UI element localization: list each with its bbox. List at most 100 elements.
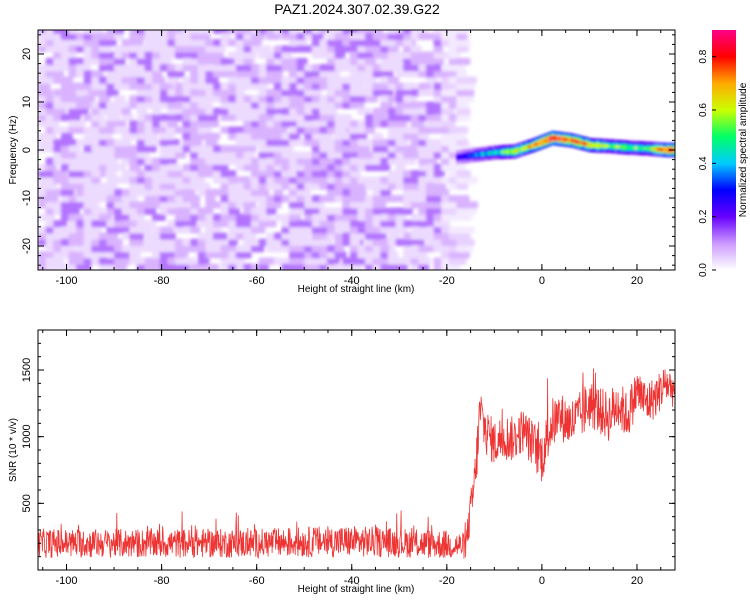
heatmap-cell [114,226,134,234]
heatmap-cell [106,238,123,246]
heatmap-cell [114,30,125,34]
heatmap-cell [456,138,469,147]
heatmap-cell [190,138,203,147]
heatmap-cell [197,245,208,253]
heatmap-cell [152,57,173,66]
heatmap-cell [68,232,87,240]
heatmap-cell [152,76,166,84]
colorbar-label: Normalized spectral amplitude [738,82,749,217]
heatmap-cell [159,195,170,203]
heatmap-cell [144,89,160,97]
heatmap-cell [418,132,429,140]
heatmap-cell [76,238,86,246]
heatmap-cell [197,120,220,128]
heatmap-cell [266,64,284,72]
heatmap-cell [425,207,447,215]
heatmap-cell [403,39,413,47]
ridge-cell [472,153,476,157]
heatmap-cell [433,45,444,53]
heatmap-cell [334,126,347,134]
heatmap-cell [144,132,154,140]
heatmap-cell [114,126,133,134]
heatmap-cell [197,126,212,134]
heatmap-cell [441,39,451,47]
heatmap-cell [395,163,406,172]
heatmap-cell [425,245,436,253]
heatmap-cell [380,188,392,197]
heatmap-cell [212,163,229,172]
ridge-cell [603,144,607,148]
heatmap-cell [121,207,139,215]
heatmap-cell [448,101,459,109]
x-tick-label: -100 [56,275,78,287]
heatmap-cell [68,163,87,172]
heatmap-cell [144,182,155,190]
heatmap-cell [60,39,79,47]
heatmap-cell [68,176,85,184]
heatmap-cell [197,114,218,122]
x-tick-label: -40 [344,275,360,287]
ridge-cell [499,150,502,154]
heatmap-cell [418,157,438,165]
heatmap-cell [304,182,321,190]
heatmap-cell [441,207,452,215]
heatmap-cell [273,138,294,147]
ridge-cell [606,144,609,148]
heatmap-cell [456,257,467,265]
heatmap-cell [448,232,471,240]
heatmap-cell [334,251,347,259]
heatmap-cell [167,70,177,78]
heatmap-cell [83,126,100,134]
heatmap-cell [114,188,124,197]
heatmap-cell [197,82,217,90]
heatmap-cell [121,151,140,159]
spectrogram-xlabel: Height of straight line (km) [298,284,415,295]
heatmap-cell [136,226,152,234]
heatmap-cell [235,201,246,209]
heatmap-cell [106,89,119,97]
heatmap-cell [68,57,84,66]
heatmap-cell [235,145,257,153]
heatmap-cell [334,51,346,59]
heatmap-cell [349,195,368,203]
heatmap-cell [387,232,402,240]
heatmap-cell [357,151,368,159]
heatmap-cell [190,157,209,165]
heatmap-cell [38,64,48,72]
heatmap-cell [76,64,92,72]
ridge-cell [475,153,479,157]
heatmap-cell [387,263,408,270]
snr-xlabel: Height of straight line (km) [298,584,415,595]
x-tick-label: -60 [249,575,265,587]
heatmap-cell [349,201,365,209]
y-tick-label: 0 [21,147,33,153]
heatmap-cell [266,32,281,41]
heatmap-cell [152,120,162,128]
heatmap-cell [349,263,363,270]
ridge-cell [501,150,505,154]
ridge-cell [544,139,548,143]
heatmap-cell [349,182,360,190]
heatmap-cell [365,76,377,84]
heatmap-cell [114,64,132,72]
heatmap-cell [144,39,165,47]
ridge-cell [530,144,533,148]
heatmap-cell [38,45,48,53]
heatmap-cell [288,114,308,122]
heatmap-cell [319,238,333,246]
ridge-cell [534,142,538,146]
heatmap-cell [456,82,476,90]
x-tick-label: 0 [539,275,545,287]
heatmap-cell [281,107,292,115]
heatmap-cell [456,114,471,122]
heatmap-cell [68,145,82,153]
ridge-cell [660,147,664,152]
ridge-cell [572,139,576,143]
heatmap-cell [403,30,413,34]
heatmap-cell [159,232,176,240]
heatmap-cell [159,245,180,253]
heatmap-cell [258,145,278,153]
heatmap-cell [441,82,458,90]
heatmap-cell [456,245,474,253]
